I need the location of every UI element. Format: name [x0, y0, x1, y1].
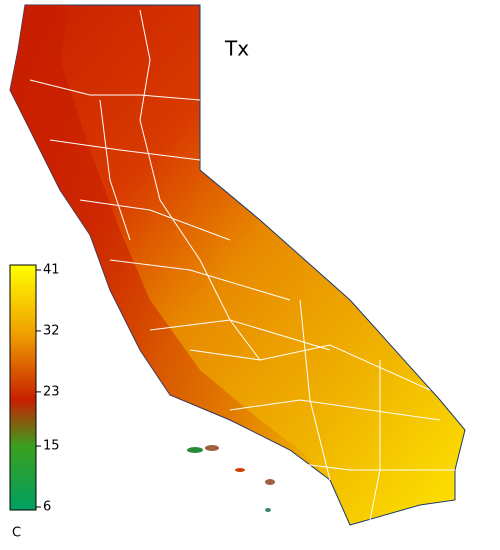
- county-lines: [29, 9, 455, 521]
- colorbar-ramp: [9, 264, 37, 511]
- colorbar-tick-label: 23: [43, 384, 60, 399]
- colorbar-tick-label: 41: [43, 263, 60, 278]
- state-map: [9, 4, 466, 526]
- map-title: Tx: [224, 37, 249, 61]
- colorbar-tick-label: 6: [43, 500, 51, 515]
- colorbar-tick-label: 32: [43, 323, 60, 338]
- colorbar-tick-label: 15: [43, 439, 60, 454]
- colorbar-unit: C: [12, 526, 21, 541]
- state-shape: [9, 4, 466, 526]
- colorbar: 6 15 23 32 41: [9, 263, 60, 515]
- islands: [187, 445, 275, 512]
- coastal-band: [10, 5, 330, 480]
